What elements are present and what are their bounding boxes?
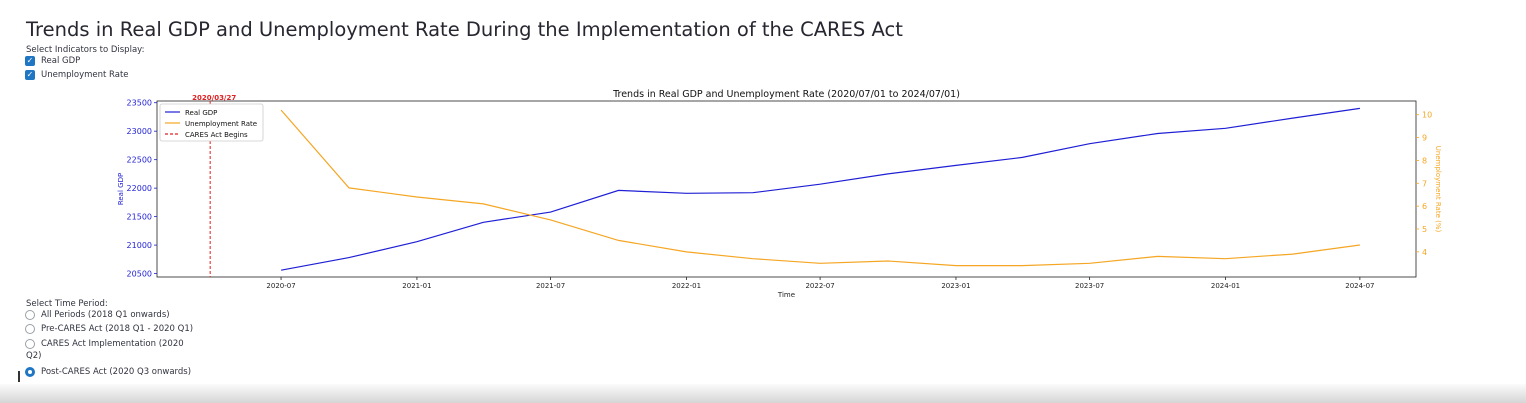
radio-pre-cares[interactable]: Pre-CARES Act (2018 Q1 - 2020 Q1) [25,323,193,335]
radio-label: Post-CARES Act (2020 Q3 onwards) [41,367,192,377]
legend-label: CARES Act Begins [185,131,248,139]
y-left-tick-label: 20500 [127,270,152,279]
radio-label-continuation: Q2) [26,351,42,361]
y-left-tick-label: 22000 [127,184,152,193]
x-tick-label: 2022-07 [805,282,834,290]
radio-unselected-icon [25,310,35,320]
y-right-tick-label: 8 [1422,156,1427,165]
checkbox-real-gdp[interactable]: ✓ Real GDP [25,55,80,67]
radio-label: Pre-CARES Act (2018 Q1 - 2020 Q1) [41,324,194,334]
event-label: 2020/03/27 [192,94,236,102]
x-tick-label: 2021-07 [536,282,565,290]
y-right-tick-label: 9 [1422,134,1427,143]
x-tick-label: 2020-07 [266,282,295,290]
radio-post-cares[interactable]: Post-CARES Act (2020 Q3 onwards) [25,366,191,378]
time-period-label: Select Time Period: [26,299,108,309]
radio-all-periods[interactable]: All Periods (2018 Q1 onwards) [25,309,170,321]
legend-label: Unemployment Rate [185,120,257,128]
plot-frame [156,100,1417,278]
x-tick-label: 2023-01 [941,282,970,290]
radio-label: CARES Act Implementation (2020 [41,339,184,349]
checkbox-label: Unemployment Rate [41,70,129,80]
checkbox-label: Real GDP [41,56,81,66]
legend-label: Real GDP [185,109,217,117]
x-tick-label: 2021-01 [402,282,431,290]
x-tick-label: 2023-07 [1075,282,1104,290]
page-title: Trends in Real GDP and Unemployment Rate… [26,18,903,41]
x-tick-label: 2024-07 [1345,282,1374,290]
y-right-tick-label: 7 [1422,179,1427,188]
y-left-axis-label: Real GDP [117,173,125,205]
checkbox-checked-icon: ✓ [25,70,35,80]
series-line [280,109,1360,267]
checkbox-unemployment-rate[interactable]: ✓ Unemployment Rate [25,69,129,81]
x-axis-label: Time [777,291,795,299]
series-line [280,107,1360,271]
mouse-cursor-icon [18,371,20,382]
x-tick-label: 2024-01 [1211,282,1240,290]
indicators-label: Select Indicators to Display: [26,45,145,55]
y-left-tick-label: 21500 [127,213,152,222]
y-right-tick-label: 6 [1422,202,1427,211]
y-left-tick-label: 22500 [127,156,152,165]
chart: Trends in Real GDP and Unemployment Rate… [117,89,1442,299]
radio-cares-implementation[interactable]: CARES Act Implementation (2020 [25,338,184,350]
radio-unselected-icon [25,324,35,334]
y-right-tick-label: 10 [1422,111,1432,120]
y-left-tick-label: 21000 [127,241,152,250]
y-right-tick-label: 5 [1422,225,1427,234]
y-right-axis-label: Unemployment Rate (%) [1434,146,1442,233]
radio-unselected-icon [25,339,35,349]
bottom-fade [0,384,1526,403]
radio-selected-icon [25,367,35,377]
y-left-tick-label: 23000 [127,127,152,136]
legend-box [159,103,264,142]
checkbox-checked-icon: ✓ [25,56,35,66]
y-left-tick-label: 23500 [127,99,152,108]
x-tick-label: 2022-01 [672,282,701,290]
y-right-tick-label: 4 [1422,248,1427,257]
chart-title: Trends in Real GDP and Unemployment Rate… [612,89,960,100]
radio-label: All Periods (2018 Q1 onwards) [41,310,170,320]
